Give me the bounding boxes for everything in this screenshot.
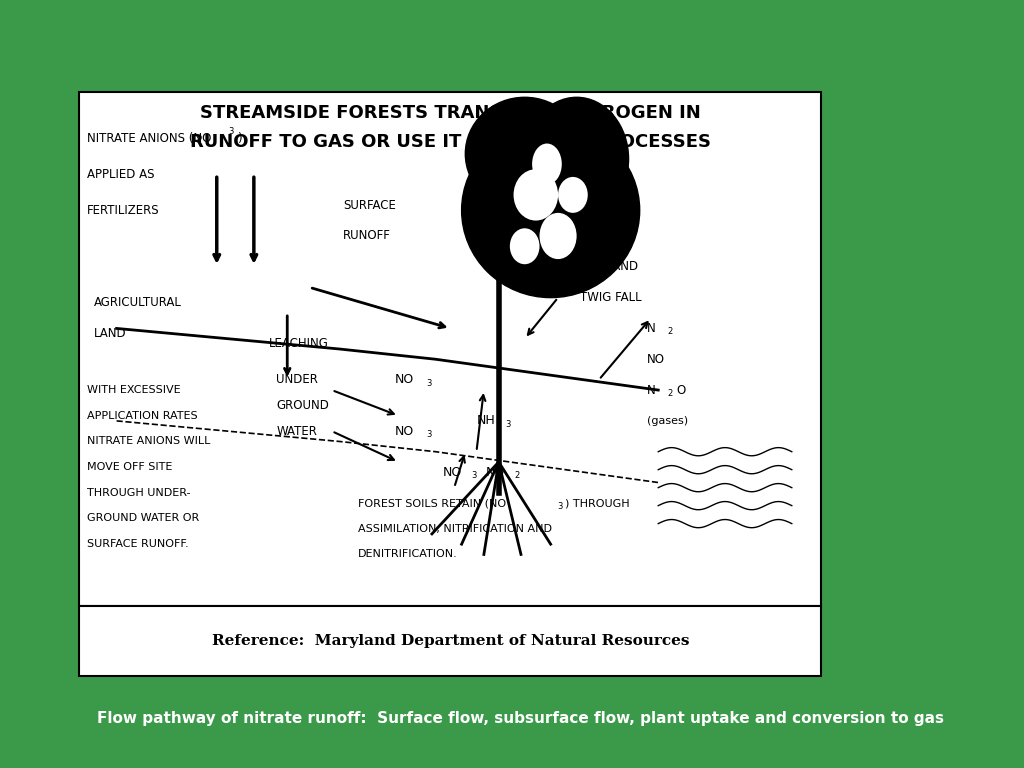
Text: LEAF AND: LEAF AND: [581, 260, 638, 273]
Text: NO: NO: [486, 465, 506, 478]
Text: LEACHING: LEACHING: [268, 337, 329, 350]
Ellipse shape: [532, 144, 562, 184]
Text: APPLICATION RATES: APPLICATION RATES: [87, 411, 198, 421]
Text: 3: 3: [557, 502, 563, 511]
Text: UNDER: UNDER: [276, 373, 318, 386]
Text: FOREST SOILS RETAIN (NO: FOREST SOILS RETAIN (NO: [357, 498, 506, 508]
Text: FERTILIZERS: FERTILIZERS: [87, 204, 160, 217]
Text: THROUGH UNDER-: THROUGH UNDER-: [87, 488, 190, 498]
Text: (gases): (gases): [647, 416, 688, 426]
Text: ) THROUGH: ) THROUGH: [565, 498, 630, 508]
Text: WITH EXCESSIVE: WITH EXCESSIVE: [87, 385, 180, 395]
Text: N: N: [647, 383, 655, 396]
Text: 3: 3: [506, 419, 511, 429]
Text: GROUND: GROUND: [276, 399, 329, 412]
Ellipse shape: [514, 169, 558, 220]
Text: AGRICULTURAL: AGRICULTURAL: [94, 296, 182, 310]
Text: LAND: LAND: [94, 327, 127, 340]
Ellipse shape: [524, 98, 629, 220]
Text: NO: NO: [395, 373, 414, 386]
Text: N: N: [647, 322, 655, 335]
Ellipse shape: [462, 123, 640, 298]
Text: WATER: WATER: [276, 425, 317, 438]
Text: 3: 3: [471, 471, 476, 480]
Text: 2: 2: [514, 471, 519, 480]
Text: RUNOFF: RUNOFF: [343, 230, 391, 243]
Text: NITRATE ANIONS WILL: NITRATE ANIONS WILL: [87, 436, 210, 446]
Text: 3: 3: [426, 430, 431, 439]
Text: 3: 3: [228, 127, 233, 136]
Ellipse shape: [540, 213, 577, 259]
FancyBboxPatch shape: [80, 92, 821, 606]
Text: RUNOFF TO GAS OR USE IT IN GROWTH PROCESSES: RUNOFF TO GAS OR USE IT IN GROWTH PROCES…: [190, 133, 711, 151]
Text: 3: 3: [426, 379, 431, 388]
Text: TWIG FALL: TWIG FALL: [581, 291, 642, 304]
Text: NO: NO: [443, 465, 462, 478]
Text: 2: 2: [668, 327, 673, 336]
Text: 2: 2: [668, 389, 673, 398]
Text: ): ): [237, 132, 242, 145]
Text: ASSIMILATION, NITRIFICATION AND: ASSIMILATION, NITRIFICATION AND: [357, 524, 552, 534]
Text: APPLIED AS: APPLIED AS: [87, 168, 155, 180]
Ellipse shape: [510, 228, 540, 264]
Ellipse shape: [558, 177, 588, 213]
Text: Flow pathway of nitrate runoff:  Surface flow, subsurface flow, plant uptake and: Flow pathway of nitrate runoff: Surface …: [97, 710, 944, 726]
FancyBboxPatch shape: [80, 606, 821, 676]
Text: DENITRIFICATION.: DENITRIFICATION.: [357, 549, 458, 559]
Text: STREAMSIDE FORESTS TRANSFORM NITROGEN IN: STREAMSIDE FORESTS TRANSFORM NITROGEN IN: [200, 104, 700, 121]
Text: NITRATE ANIONS (NO: NITRATE ANIONS (NO: [87, 132, 211, 145]
Text: NO: NO: [395, 425, 414, 438]
Text: O: O: [677, 383, 686, 396]
Text: SURFACE: SURFACE: [343, 199, 395, 212]
Text: NH: NH: [476, 415, 496, 427]
Text: MOVE OFF SITE: MOVE OFF SITE: [87, 462, 172, 472]
Text: NO: NO: [647, 353, 666, 366]
Text: Reference:  Maryland Department of Natural Resources: Reference: Maryland Department of Natura…: [212, 634, 689, 648]
Text: SURFACE RUNOFF.: SURFACE RUNOFF.: [87, 539, 188, 549]
Ellipse shape: [465, 98, 584, 210]
Text: GROUND WATER OR: GROUND WATER OR: [87, 514, 199, 524]
